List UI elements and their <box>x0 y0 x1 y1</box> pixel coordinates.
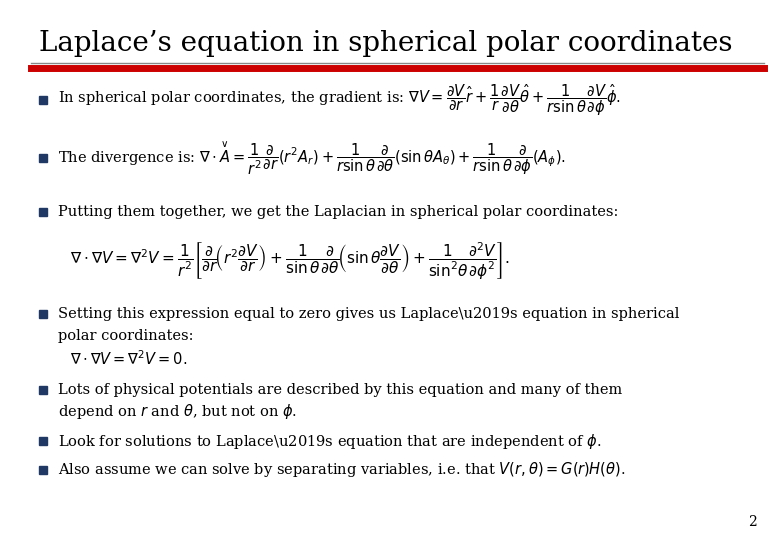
Text: 2: 2 <box>748 515 757 529</box>
Text: Putting them together, we get the Laplacian in spherical polar coordinates:: Putting them together, we get the Laplac… <box>58 205 619 219</box>
Text: Setting this expression equal to zero gives us Laplace\u2019s equation in spheri: Setting this expression equal to zero gi… <box>58 307 680 321</box>
Text: Laplace’s equation in spherical polar coordinates: Laplace’s equation in spherical polar co… <box>39 30 732 57</box>
Text: $\nabla \cdot \nabla V = \nabla^2 V = \dfrac{1}{r^2}\left[\dfrac{\partial}{\part: $\nabla \cdot \nabla V = \nabla^2 V = \d… <box>70 241 510 282</box>
Text: Also assume we can solve by separating variables, i.e. that $V(r,\theta)=G(r)H(\: Also assume we can solve by separating v… <box>58 460 626 480</box>
Text: In spherical polar coordinates, the gradient is: $\nabla V = \dfrac{\partial V}{: In spherical polar coordinates, the grad… <box>58 83 622 118</box>
Text: polar coordinates:: polar coordinates: <box>58 329 194 343</box>
Text: depend on $r$ and $\theta$, but not on $\phi$.: depend on $r$ and $\theta$, but not on $… <box>58 402 298 421</box>
Text: The divergence is: $\nabla \cdot \overset{\vee}{A} = \dfrac{1}{r^2}\dfrac{\parti: The divergence is: $\nabla \cdot \overse… <box>58 139 566 177</box>
Text: $\nabla \cdot \nabla V = \nabla^2 V = 0.$: $\nabla \cdot \nabla V = \nabla^2 V = 0.… <box>70 350 187 368</box>
Text: Look for solutions to Laplace\u2019s equation that are independent of $\phi$.: Look for solutions to Laplace\u2019s equ… <box>58 431 602 451</box>
Text: Lots of physical potentials are described by this equation and many of them: Lots of physical potentials are describe… <box>58 383 622 397</box>
